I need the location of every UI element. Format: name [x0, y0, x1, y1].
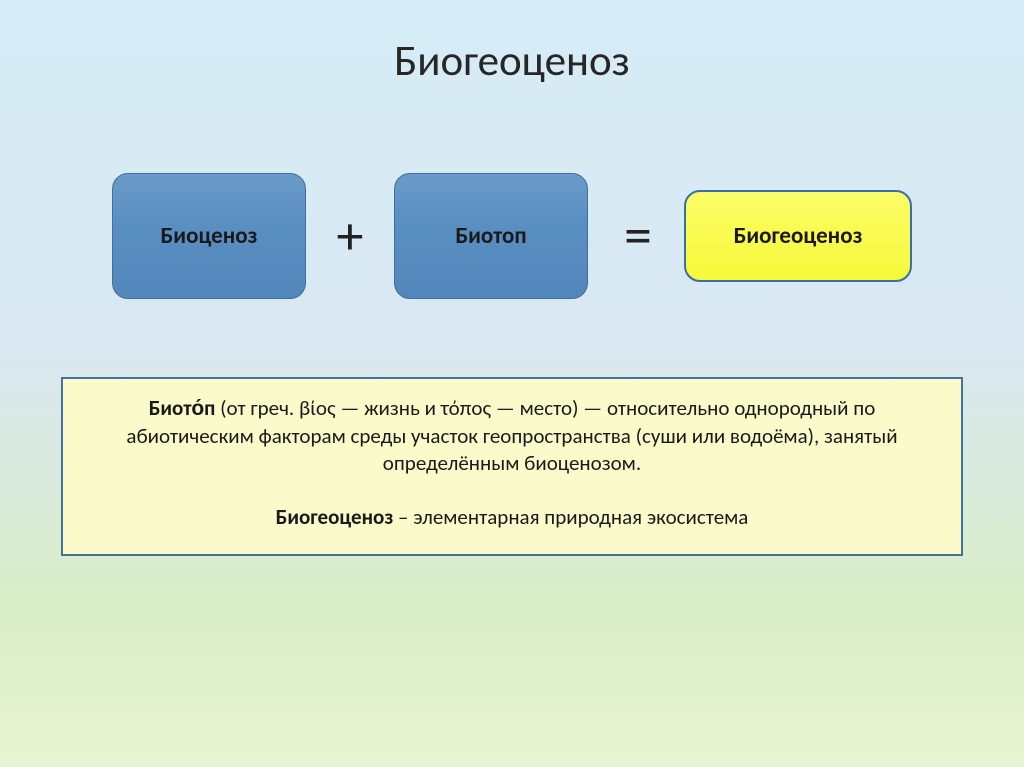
definition-panel: Биото́п (от греч. βίος — жизнь и τόπος —…: [61, 377, 963, 556]
definition-p1: Биото́п (от греч. βίος — жизнь и τόπος —…: [89, 395, 935, 478]
definition-p1-rest: (от греч. βίος — жизнь и τόπος — место) …: [126, 395, 897, 476]
operator-equals: =: [618, 208, 658, 264]
box-biotope: Биотоп: [394, 173, 588, 299]
page-title: Биогеоценоз: [394, 34, 630, 87]
definition-p2-rest: – элементарная природная экосистема: [393, 504, 748, 530]
box-biocenosis: Биоценоз: [112, 173, 306, 299]
equation-row: Биоценоз + Биотоп = Биогеоценоз: [0, 173, 1024, 299]
definition-p2: Биогеоценоз – элементарная природная эко…: [89, 504, 935, 532]
term-biotope-bold: Биото́п: [149, 395, 216, 421]
term-biogeocenosis-bold: Биогеоценоз: [276, 504, 394, 530]
box-biogeocenosis-label: Биогеоценоз: [734, 222, 863, 250]
box-biotope-label: Биотоп: [455, 222, 526, 250]
operator-plus: +: [330, 209, 370, 263]
box-biocenosis-label: Биоценоз: [161, 222, 258, 250]
box-biogeocenosis: Биогеоценоз: [684, 190, 912, 282]
